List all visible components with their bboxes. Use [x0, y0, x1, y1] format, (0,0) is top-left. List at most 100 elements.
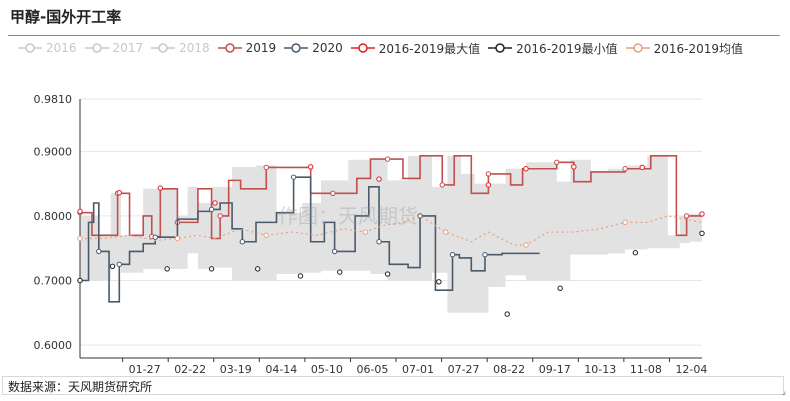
x-tick-label: 09-17 — [539, 363, 571, 376]
min-marker — [77, 277, 83, 284]
legend-item-7[interactable]: 2016-2019均值 — [625, 40, 743, 57]
legend-label: 2017 — [112, 41, 144, 55]
data-point — [263, 232, 269, 238]
min-marker — [557, 285, 563, 291]
min-marker — [632, 250, 639, 256]
legend-marker-icon — [350, 43, 375, 53]
legend-label: 2016-2019最大值 — [378, 41, 481, 56]
x-tick-label: 03-19 — [220, 363, 252, 376]
data-point — [417, 213, 423, 219]
chart-title: 甲醇-国外开工率 — [10, 8, 122, 26]
min-marker — [699, 230, 705, 237]
data-point — [683, 213, 690, 219]
y-tick-label: 0.8000 — [34, 210, 73, 223]
resize-corner-icon[interactable]: ⌟ — [781, 387, 786, 397]
legend-item-1[interactable]: 2017 — [84, 41, 144, 55]
legend-marker-icon — [151, 43, 176, 53]
legend-item-6[interactable]: 2016-2019最小值 — [488, 40, 618, 57]
data-point — [439, 182, 445, 188]
source-box — [2, 376, 784, 395]
data-point — [116, 261, 123, 268]
data-point — [384, 156, 391, 162]
data-point — [554, 159, 560, 165]
min-marker — [337, 269, 343, 275]
legend-item-2[interactable]: 2018 — [151, 41, 210, 55]
data-point — [96, 248, 102, 255]
legend-marker-icon — [284, 43, 309, 53]
legend-item-5[interactable]: 2016-2019最大值 — [350, 40, 481, 57]
max-marker — [485, 182, 492, 188]
x-tick-label: 07-01 — [402, 363, 434, 376]
y-tick-label: 0.7000 — [34, 274, 73, 287]
min-marker — [384, 271, 391, 277]
data-source: 数据来源：天风期货研究所 — [8, 380, 153, 394]
max-marker — [571, 164, 577, 170]
data-point — [485, 171, 492, 177]
data-point — [523, 242, 529, 248]
data-point — [239, 239, 246, 245]
max-marker — [307, 164, 314, 170]
legend-label: 2016-2019均值 — [653, 41, 743, 56]
data-point — [442, 229, 449, 235]
legend-item-4[interactable]: 2020 — [284, 41, 343, 55]
data-point — [482, 251, 488, 258]
max-marker — [157, 185, 164, 191]
x-tick-label: 11-08 — [630, 363, 662, 376]
max-marker — [116, 189, 123, 196]
max-marker — [376, 176, 382, 182]
legend-label: 2019 — [245, 41, 277, 55]
max-marker — [523, 166, 529, 172]
min-marker — [109, 263, 116, 269]
x-tick-label: 01-27 — [129, 363, 161, 376]
x-tick-label: 08-22 — [493, 363, 525, 376]
legend-marker-icon — [488, 43, 513, 53]
data-point — [263, 164, 269, 171]
legend-marker-icon — [84, 43, 109, 53]
x-tick-label: 06-05 — [356, 363, 388, 376]
data-point — [290, 174, 297, 180]
range-band — [80, 155, 702, 313]
data-point — [331, 248, 338, 255]
legend-label: 2018 — [179, 41, 210, 55]
legend-label: 2020 — [312, 41, 343, 55]
max-marker — [699, 211, 705, 217]
legend-label: 2016-2019最小值 — [516, 41, 618, 56]
x-tick-label: 04-14 — [265, 363, 297, 376]
min-marker — [436, 279, 442, 285]
data-point — [330, 190, 336, 196]
min-marker — [208, 266, 215, 272]
chart-legend[interactable]: 2016 2017 2018 2019 2020 2016-2019最大值 2016-201… — [18, 39, 751, 57]
min-marker — [504, 311, 510, 317]
data-point — [152, 234, 158, 240]
x-tick-label: 07-27 — [448, 363, 480, 376]
x-tick-label: 12-04 — [675, 363, 707, 376]
data-point — [174, 235, 181, 242]
title-divider — [8, 35, 780, 36]
legend-item-0[interactable]: 2016 — [18, 41, 77, 55]
legend-item-3[interactable]: 2019 — [217, 41, 277, 55]
data-point — [376, 239, 382, 245]
data-point — [208, 206, 215, 213]
x-tick-label: 05-10 — [311, 363, 343, 376]
x-tick-label: 02-22 — [174, 363, 206, 376]
y-tick-label: 0.9810 — [34, 93, 73, 106]
series-line-2 — [80, 215, 703, 246]
data-point — [217, 213, 223, 219]
min-marker — [255, 266, 261, 272]
line-chart: 0.6000 0.7000 0.8000 0.9000 0.9810 01-27 02-22… — [34, 93, 708, 376]
chart-watermark: 作图：天风期货 — [278, 204, 418, 228]
data-point — [362, 229, 369, 235]
x-tick-label: 10-13 — [584, 363, 616, 376]
legend-label: 2016 — [46, 41, 77, 55]
legend-marker-icon — [18, 43, 42, 53]
y-tick-label: 0.6000 — [34, 339, 73, 352]
data-point — [77, 235, 83, 242]
max-marker — [639, 164, 645, 171]
legend-marker-icon — [217, 43, 242, 53]
max-marker — [212, 200, 218, 206]
y-tick-label: 0.9000 — [34, 145, 73, 158]
min-marker — [297, 273, 304, 279]
data-point — [622, 166, 628, 172]
data-point — [622, 219, 628, 226]
max-marker — [77, 208, 83, 215]
